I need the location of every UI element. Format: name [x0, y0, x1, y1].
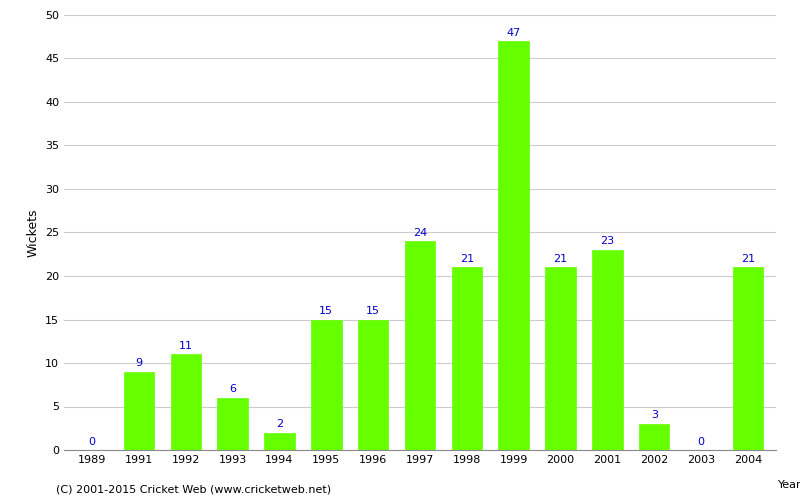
- Text: 21: 21: [460, 254, 474, 264]
- Bar: [264, 432, 294, 450]
- Bar: [218, 398, 248, 450]
- Text: 2: 2: [276, 419, 283, 429]
- Bar: [124, 372, 154, 450]
- Text: 6: 6: [229, 384, 236, 394]
- X-axis label: Year: Year: [778, 480, 800, 490]
- Text: 0: 0: [89, 436, 96, 446]
- Bar: [592, 250, 622, 450]
- Bar: [639, 424, 670, 450]
- Text: (C) 2001-2015 Cricket Web (www.cricketweb.net): (C) 2001-2015 Cricket Web (www.cricketwe…: [56, 485, 331, 495]
- Text: 15: 15: [366, 306, 380, 316]
- Bar: [498, 41, 529, 450]
- Bar: [358, 320, 388, 450]
- Bar: [546, 268, 576, 450]
- Text: 9: 9: [135, 358, 142, 368]
- Text: 0: 0: [698, 436, 705, 446]
- Text: 3: 3: [650, 410, 658, 420]
- Bar: [452, 268, 482, 450]
- Bar: [405, 241, 435, 450]
- Bar: [311, 320, 342, 450]
- Bar: [733, 268, 763, 450]
- Text: 47: 47: [506, 28, 521, 38]
- Text: 24: 24: [413, 228, 427, 237]
- Bar: [170, 354, 201, 450]
- Text: 15: 15: [319, 306, 334, 316]
- Text: 23: 23: [600, 236, 614, 246]
- Text: 21: 21: [554, 254, 567, 264]
- Text: 11: 11: [178, 341, 193, 351]
- Y-axis label: Wickets: Wickets: [26, 208, 39, 257]
- Text: 21: 21: [741, 254, 755, 264]
